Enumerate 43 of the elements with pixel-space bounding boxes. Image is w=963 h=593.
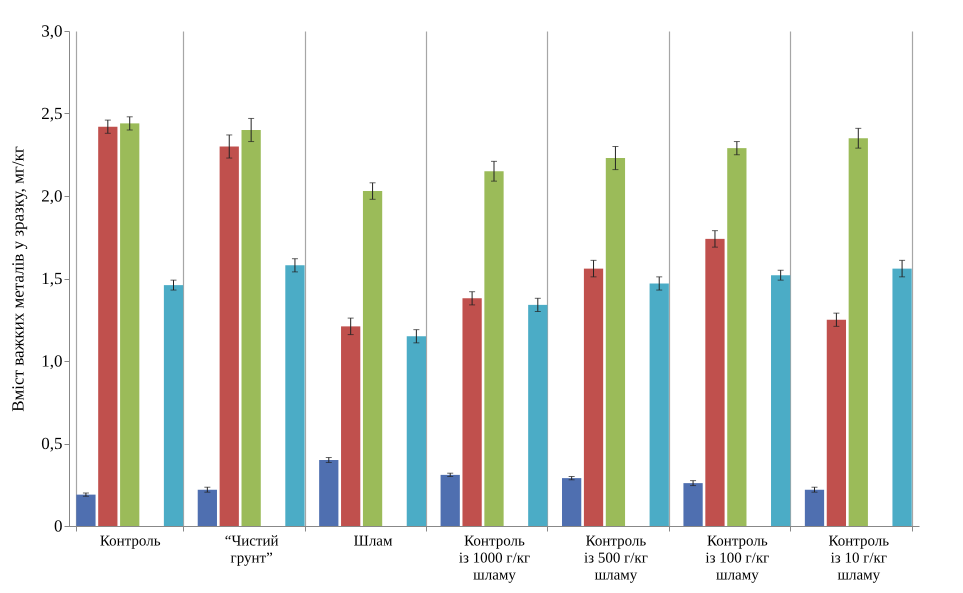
bar: [892, 268, 912, 526]
bar: [484, 171, 504, 526]
y-tick-label: 3,0: [41, 22, 62, 40]
x-tick-label: Шлам: [354, 534, 393, 550]
bar: [285, 265, 305, 526]
y-tick-label: 2,5: [41, 104, 62, 123]
bar: [705, 238, 725, 526]
x-tick-label: Контроль із 1000 г/кг шламу: [458, 534, 530, 584]
bar: [406, 336, 426, 526]
bar: [76, 494, 96, 526]
bar: [683, 483, 703, 526]
bar: [220, 146, 239, 526]
bar: [562, 478, 582, 526]
y-tick-label: 1,5: [41, 269, 62, 288]
x-tick-label: Контроль із 10 г/кг шламу: [828, 534, 890, 584]
bar: [362, 191, 382, 526]
bar: [848, 138, 868, 526]
bar: [727, 148, 746, 526]
bar: [804, 490, 824, 526]
x-tick-label: Контроль: [100, 534, 161, 550]
bar: [771, 275, 790, 526]
bar: [606, 158, 626, 526]
bar: [440, 474, 460, 526]
y-tick-label: 0,5: [41, 434, 62, 453]
bar: [198, 490, 217, 526]
x-tick-label: “Чистий грунт”: [224, 534, 278, 566]
bar: [584, 268, 604, 526]
x-tick-label: Контроль із 500 г/кг шламу: [584, 534, 648, 584]
bar: [341, 326, 360, 526]
bar: [98, 126, 118, 526]
x-tick-label: Контроль із 100 г/кг шламу: [705, 534, 770, 584]
bar: [319, 460, 338, 526]
bar: [462, 298, 482, 526]
bar: [242, 130, 261, 526]
y-tick-label: 0: [54, 516, 62, 536]
bar: [528, 304, 548, 526]
y-axis-title: Вміст важких металів у зразку, мг/кг: [8, 146, 28, 412]
bar: [120, 123, 140, 526]
bar: [826, 320, 846, 526]
bar: [164, 285, 184, 526]
y-tick-label: 1,0: [41, 352, 62, 370]
y-tick-label: 2,0: [41, 186, 62, 206]
bar: [650, 283, 669, 526]
